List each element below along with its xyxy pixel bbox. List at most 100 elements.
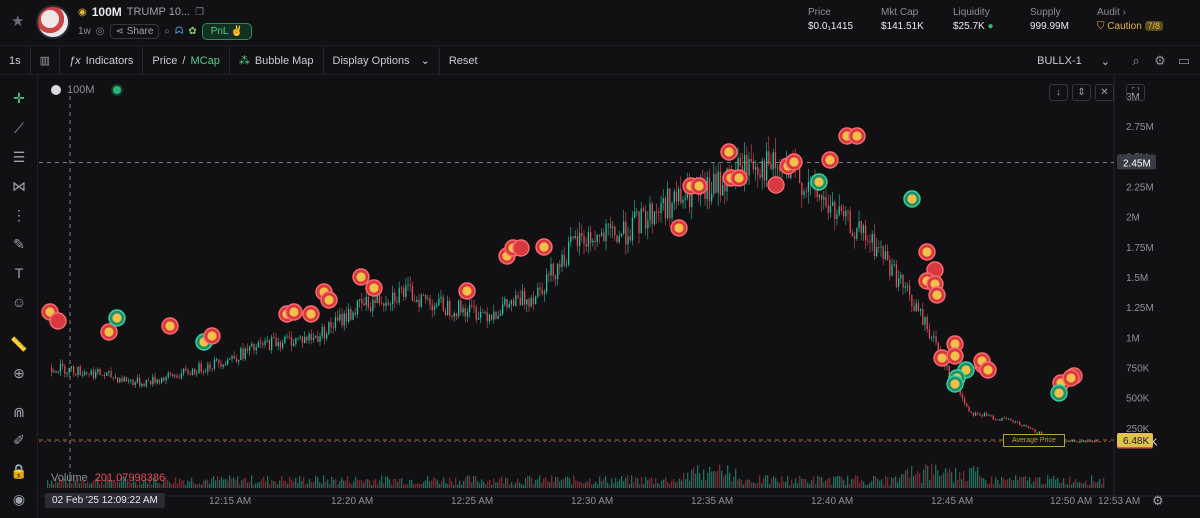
sell-trade-bubble[interactable] — [285, 303, 303, 321]
buy-trade-bubble[interactable] — [108, 309, 126, 327]
lock-icon[interactable]: 🔒 — [10, 462, 28, 479]
sell-trade-bubble[interactable] — [785, 153, 803, 171]
sell-trade-bubble[interactable] — [1062, 369, 1080, 387]
ruler-tool-icon[interactable]: 📏 — [10, 335, 28, 352]
sell-trade-bubble[interactable] — [458, 282, 476, 300]
sell-trade-bubble[interactable] — [670, 219, 688, 237]
close-icon[interactable]: ✕ — [1095, 84, 1114, 101]
volume-bar — [149, 476, 151, 488]
sell-trade-bubble[interactable] — [352, 268, 370, 286]
sell-trade-bubble[interactable] — [926, 275, 944, 293]
candle-body — [374, 299, 376, 304]
arrow-down-icon[interactable]: ↓ — [1049, 84, 1068, 101]
sell-trade-bubble[interactable] — [302, 305, 320, 323]
sell-trade-bubble[interactable] — [933, 349, 951, 367]
buy-trade-bubble[interactable] — [946, 375, 964, 393]
pnl-button[interactable]: PnL ✌ — [201, 23, 253, 40]
copy-icon[interactable]: ❐ — [195, 6, 205, 18]
sell-trade-bubble[interactable] — [928, 286, 946, 304]
candle-body — [834, 202, 836, 219]
candle-body — [801, 182, 803, 196]
buy-trade-bubble[interactable] — [1050, 384, 1068, 402]
audit-section[interactable]: Audit › ⛉ Caution 7/8 — [1097, 7, 1164, 32]
sell-trade-bubble[interactable] — [848, 127, 866, 145]
price-mcap-toggle[interactable]: Price / MCap — [143, 46, 230, 75]
sell-trade-bubble[interactable] — [946, 347, 964, 365]
volume-bar — [757, 482, 759, 488]
sell-trade-bubble[interactable] — [821, 151, 839, 169]
candle-body — [216, 359, 218, 361]
volume-bar — [117, 477, 119, 488]
buy-trade-bubble[interactable] — [903, 190, 921, 208]
sell-trade-bubble[interactable] — [730, 169, 748, 187]
stat-mktcap-value: $141.51K — [881, 21, 924, 32]
sell-trade-bubble[interactable] — [100, 323, 118, 341]
reset-button[interactable]: Reset — [440, 47, 487, 75]
sell-trade-bubble[interactable] — [49, 312, 67, 330]
volume-bar — [433, 477, 435, 488]
zoom-in-tool-icon[interactable]: ⊕ — [13, 364, 25, 381]
camera-icon[interactable]: ▭ — [1177, 53, 1191, 68]
sell-trade-bubble[interactable] — [512, 239, 530, 257]
zoom-search-icon[interactable]: ⌕ — [1132, 53, 1140, 68]
volume-bar — [1083, 483, 1085, 488]
collapse-icon[interactable]: ⇕ — [1072, 84, 1091, 101]
crosshair-tool-icon[interactable]: ✛ — [13, 89, 25, 106]
sell-trade-bubble[interactable] — [918, 243, 936, 261]
volume-bar — [453, 484, 455, 488]
fib-tool-icon[interactable]: ⋮ — [12, 206, 26, 223]
frog-icon[interactable]: ✿ — [188, 26, 197, 37]
buy-trade-bubble[interactable] — [810, 173, 828, 191]
share-button[interactable]: ⋖ Share — [109, 24, 160, 39]
lock-drawing-tool-icon[interactable]: ✐ — [13, 431, 25, 448]
sell-trade-bubble[interactable] — [979, 361, 997, 379]
candle-body — [420, 294, 422, 307]
candle-body — [389, 303, 392, 305]
candle-body — [997, 419, 999, 421]
sell-trade-bubble[interactable] — [720, 143, 738, 161]
volume-bar — [863, 481, 865, 488]
brush-tool-icon[interactable]: ✎ — [13, 235, 25, 252]
sell-trade-bubble[interactable] — [203, 327, 221, 345]
bubble-map-button[interactable]: ⁂ Bubble Map — [230, 46, 324, 75]
stat-price-label: Price — [808, 7, 831, 18]
sell-trade-bubble[interactable] — [320, 291, 338, 309]
volume-bar — [315, 475, 317, 488]
chart-settings-gear-icon[interactable]: ⚙ — [1152, 493, 1164, 508]
share-label: Share — [126, 26, 154, 37]
volume-bar — [793, 483, 795, 488]
ghost-icon[interactable]: ᗣ — [175, 26, 184, 37]
sell-trade-bubble[interactable] — [690, 177, 708, 195]
volume-bar — [749, 479, 751, 488]
volume-bar — [805, 478, 807, 488]
interval-selector[interactable]: 1s — [0, 46, 31, 75]
favorite-star-icon[interactable]: ★ — [11, 13, 25, 30]
volume-bar — [657, 482, 659, 488]
emoji-tool-icon[interactable]: ☺ — [11, 294, 27, 310]
audit-score-badge: 7/8 — [1144, 21, 1164, 31]
sell-trade-bubble[interactable] — [365, 279, 383, 297]
volume-bar — [525, 477, 527, 488]
magnet-tool-icon[interactable]: ⋒ — [13, 403, 25, 420]
account-selector[interactable]: BULLX-1 ⌄ — [1028, 47, 1124, 75]
volume-bar — [193, 482, 195, 488]
search-icon[interactable]: ⌕ — [164, 26, 170, 37]
horizontal-lines-tool-icon[interactable]: ☰ — [12, 148, 26, 165]
candle-body — [273, 337, 275, 338]
fullscreen-icon[interactable]: ⛶ — [1126, 84, 1145, 101]
volume-bar — [885, 475, 887, 488]
trend-line-tool-icon[interactable]: ⟋ — [14, 119, 24, 136]
pitchfork-tool-icon[interactable]: ⋈ — [12, 177, 26, 194]
price-chart[interactable]: 3M2.75M2.5M2.25M2M1.75M1.5M1.25M1M750K50… — [39, 76, 1200, 518]
text-tool-icon[interactable]: T — [14, 265, 24, 281]
website-icon[interactable]: ◎ — [95, 26, 105, 37]
indicators-button[interactable]: ƒx Indicators — [60, 46, 144, 75]
chart-canvas[interactable]: 3M2.75M2.5M2.25M2M1.75M1.5M1.25M1M750K50… — [39, 76, 1200, 518]
eye-icon[interactable]: ◉ — [12, 490, 26, 507]
candle-type-button[interactable]: ▥ — [31, 46, 61, 75]
gear-icon[interactable]: ⚙ — [1154, 53, 1166, 68]
sell-trade-bubble[interactable] — [161, 317, 179, 335]
sell-trade-bubble[interactable] — [767, 176, 785, 194]
sell-trade-bubble[interactable] — [535, 238, 553, 256]
display-options-dropdown[interactable]: Display Options ⌄ — [324, 46, 440, 75]
